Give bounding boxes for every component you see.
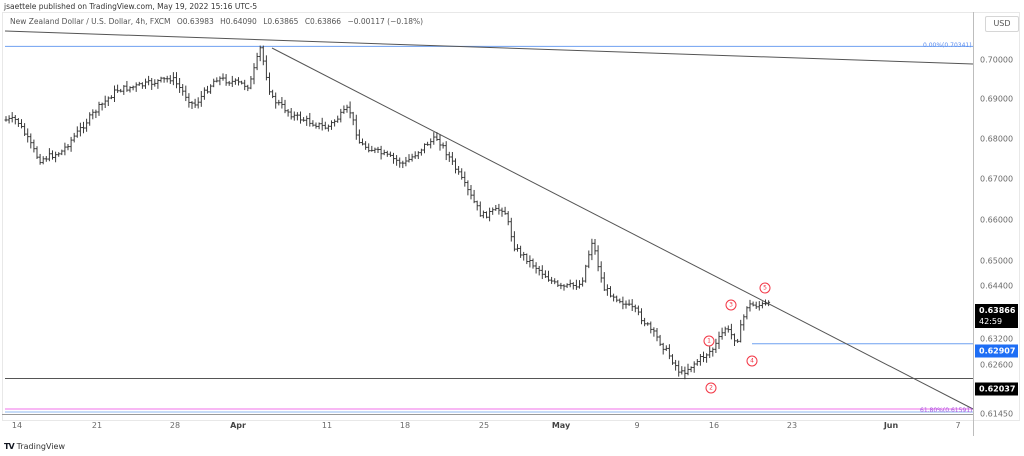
last-price-value: 0.63866 — [979, 306, 1016, 315]
time-tick: 14 — [11, 421, 23, 430]
wave-label-3[interactable]: 3 — [725, 299, 737, 311]
wave-label-2[interactable]: 2 — [705, 382, 717, 394]
time-tick: 18 — [399, 421, 411, 430]
price-axis[interactable]: 0.70000 0.69000 0.68000 0.67000 0.66000 0.650… — [974, 12, 1020, 419]
time-tick: 25 — [478, 421, 490, 430]
price-tick: 0.69000 — [980, 94, 1014, 104]
ohlc-open: O0.63983 — [176, 17, 214, 26]
price-axis-divider — [973, 12, 974, 436]
price-tick: 0.64400 — [980, 281, 1014, 291]
wave-label-1[interactable]: 1 — [703, 335, 715, 347]
price-tick: 0.67000 — [980, 174, 1014, 184]
time-axis[interactable]: 14 21 28 Apr 11 18 25 May 9 16 23 Jun 7 — [2, 414, 973, 437]
time-tick: 16 — [708, 421, 720, 430]
symbol-name[interactable]: New Zealand Dollar / U.S. Dollar, 4h, FX… — [10, 17, 171, 26]
time-tick: Jun — [883, 421, 899, 430]
wave-label-5[interactable]: 5 — [759, 282, 771, 294]
price-tick: 0.62600 — [980, 360, 1014, 370]
ohlc-high: H0.64090 — [220, 17, 257, 26]
ohlc-low: L0.63865 — [263, 17, 299, 26]
bar-countdown: 42:59 — [979, 317, 1003, 326]
last-price-tag: 0.63866 42:59 — [975, 304, 1018, 328]
price-tick: 0.68000 — [980, 134, 1014, 144]
price-tick: 0.65000 — [980, 256, 1014, 266]
wave-label-4[interactable]: 4 — [746, 355, 758, 367]
level-price-tag-blue: 0.62907 — [975, 344, 1018, 358]
time-tick: May — [551, 421, 571, 430]
time-tick: 28 — [169, 421, 181, 430]
horizontal-levels — [5, 45, 973, 413]
price-tick: 0.66000 — [980, 215, 1014, 225]
price-tick: 0.63200 — [980, 334, 1014, 344]
fib-bottom-label: 61.80%(0.61591) — [920, 407, 973, 414]
time-tick: 23 — [786, 421, 798, 430]
symbol-legend: New Zealand Dollar / U.S. Dollar, 4h, FX… — [10, 17, 427, 26]
price-change: −0.00117 (−0.18%) — [347, 17, 424, 26]
tradingview-mark-icon: TV — [4, 442, 15, 451]
ohlc-bars — [4, 45, 771, 380]
chart-frame — [2, 12, 1020, 421]
price-tick: 0.61450 — [980, 409, 1014, 419]
ohlc-close: C0.63866 — [304, 17, 342, 26]
publisher-line: jsaettele published on TradingView.com, … — [4, 2, 258, 11]
level-price-tag-black: 0.62037 — [975, 382, 1018, 396]
tradingview-logo[interactable]: TV TradingView — [4, 442, 65, 451]
fib-top-label: 0.00%(0.70341) — [923, 42, 972, 49]
currency-button[interactable]: USD — [985, 16, 1019, 32]
time-tick: 7 — [955, 421, 961, 430]
time-tick: Apr — [230, 421, 246, 430]
time-tick: 11 — [321, 421, 333, 430]
time-tick: 21 — [91, 421, 103, 430]
tradingview-logo-text: TradingView — [16, 442, 65, 451]
time-tick: 9 — [634, 421, 640, 430]
trendlines — [4, 30, 974, 410]
price-tick: 0.70000 — [980, 55, 1014, 65]
